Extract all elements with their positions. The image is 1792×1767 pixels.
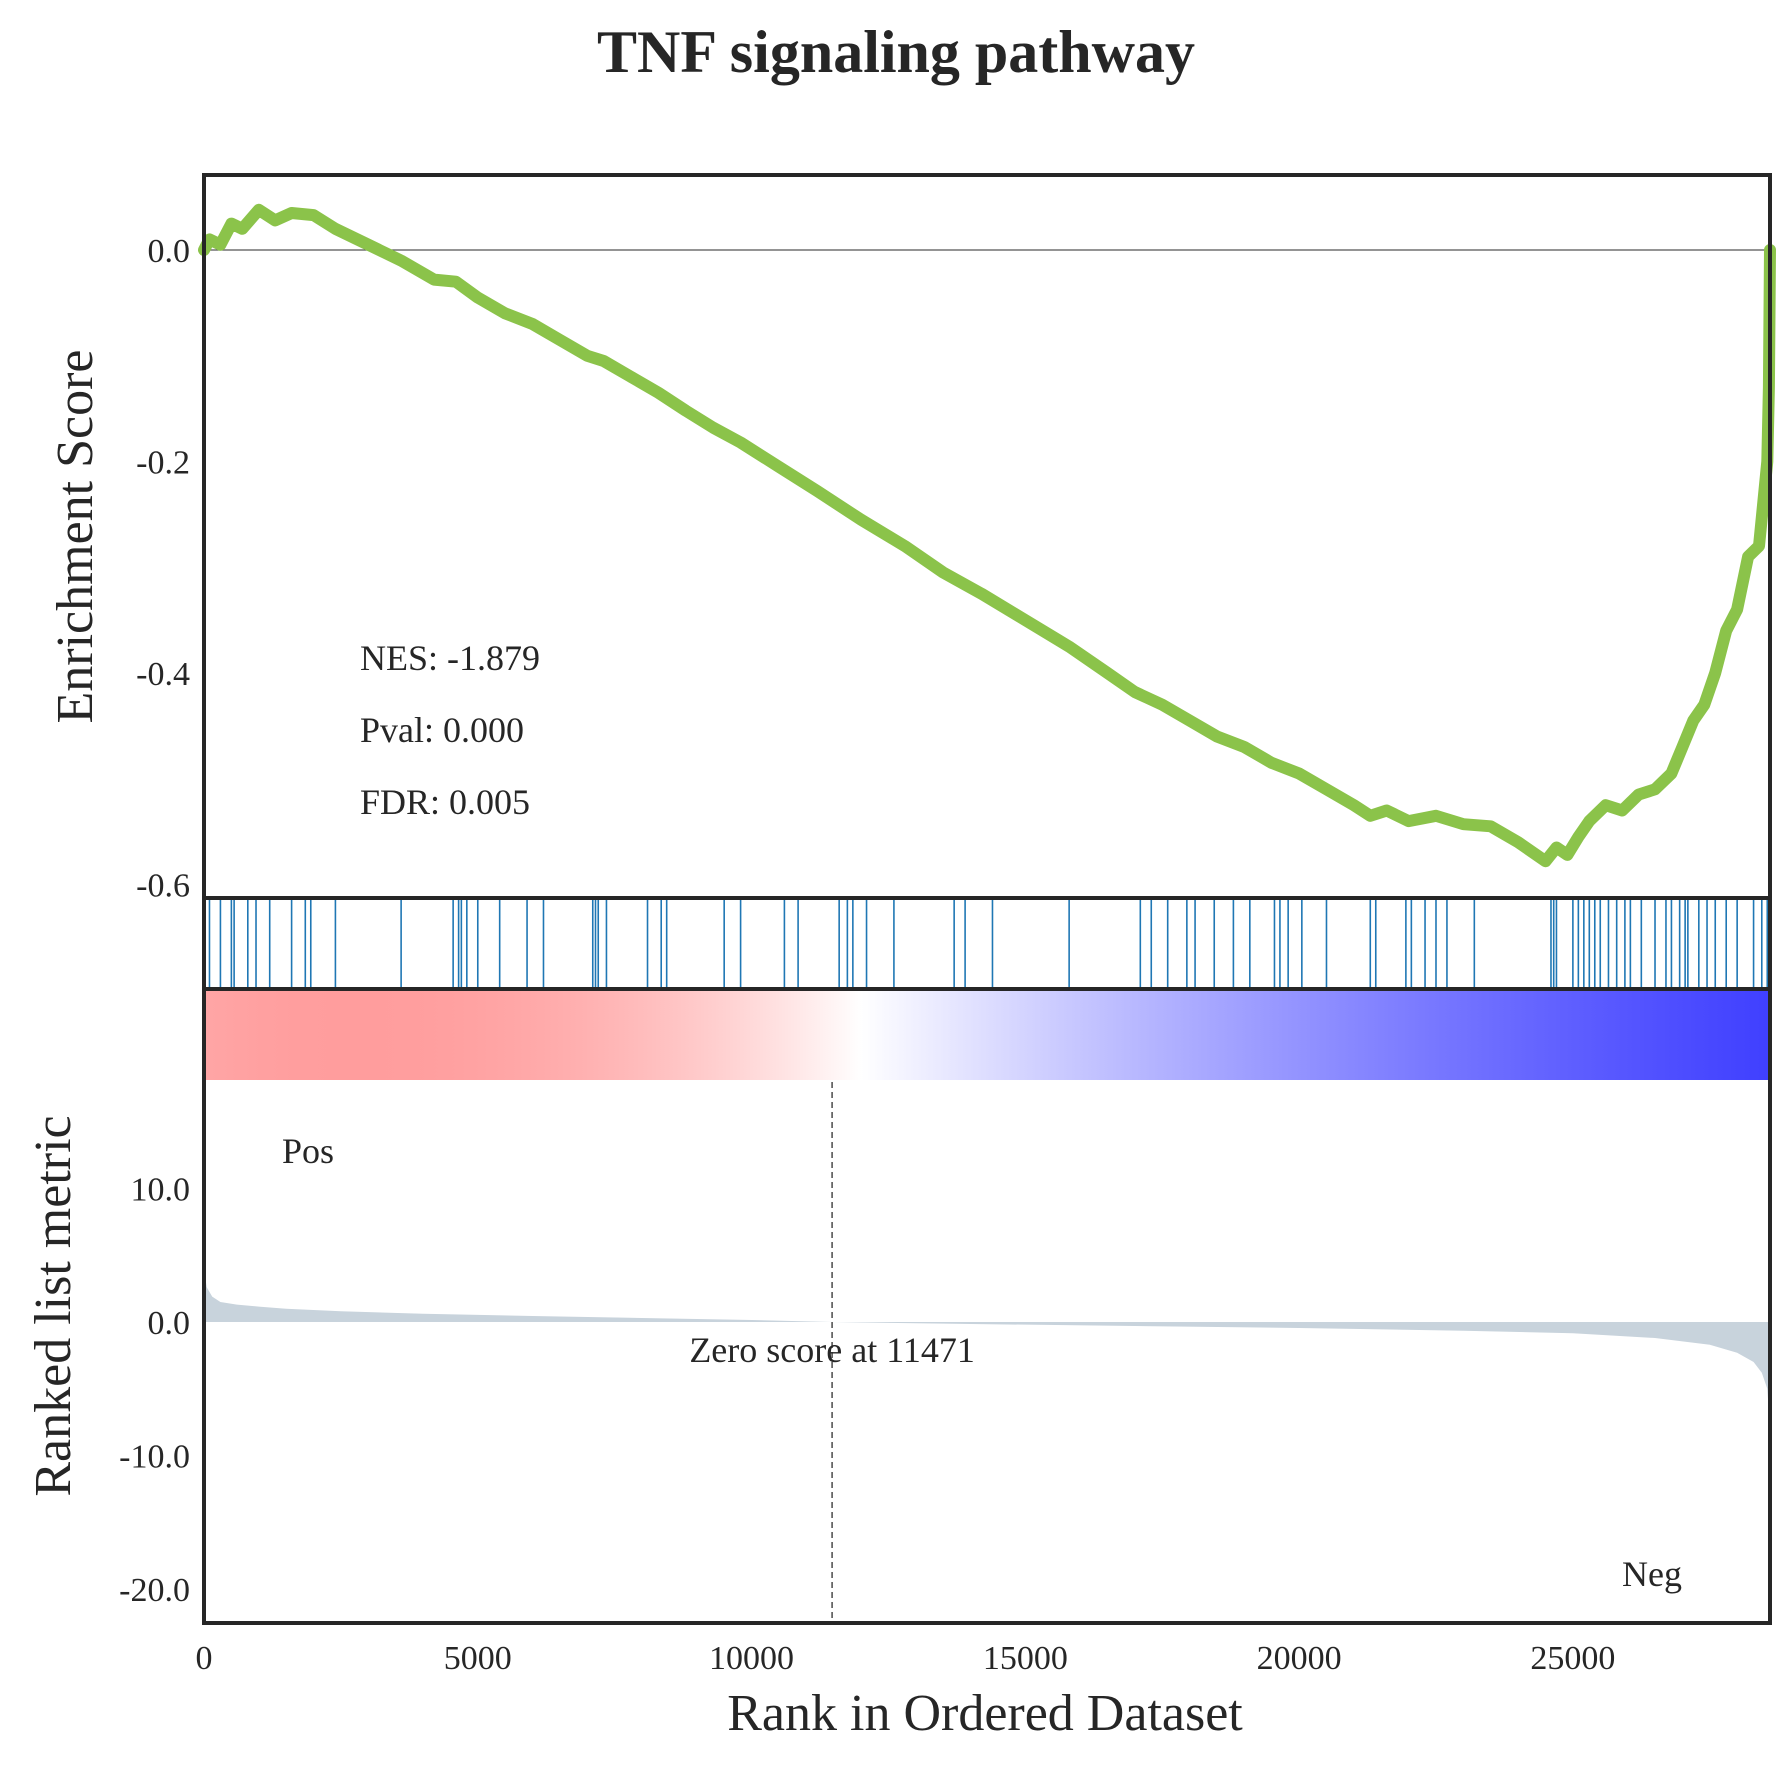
outer-frame [202, 173, 1772, 1625]
rank-y-tick-label: -10.0 [119, 1439, 190, 1476]
x-tick-label: 10000 [709, 1640, 794, 1677]
ranked-metric-frame [202, 987, 1772, 1625]
x-tick-label: 25000 [1530, 1640, 1615, 1677]
x-tick-label: 5000 [444, 1640, 512, 1677]
neg-label: Neg [1622, 1554, 1682, 1594]
hits-panel [202, 896, 1772, 991]
x-tick-label: 20000 [1257, 1640, 1342, 1677]
x-ticks: 0 5000 10000 15000 20000 25000 [196, 1640, 1616, 1677]
ranked-metric-area [204, 1268, 1770, 1429]
es-line [198, 203, 1776, 868]
es-y-tick-label: -0.4 [136, 656, 190, 693]
pval-annotation: Pval: 0.000 [360, 710, 524, 750]
x-tick-label: 15000 [983, 1640, 1068, 1677]
zero-score-label: Zero score at 11471 [689, 1330, 975, 1370]
rank-y-tick-label: 0.0 [148, 1305, 191, 1342]
pos-label: Pos [282, 1131, 334, 1171]
es-y-tick-label: -0.2 [136, 445, 190, 482]
rank-y-ticks: 10.0 0.0 -10.0 -20.0 [119, 1172, 190, 1610]
hits-panel-frame [202, 896, 1772, 991]
es-y-axis-label: Enrichment Score [47, 350, 104, 724]
rank-y-axis-label: Ranked list metric [25, 1115, 82, 1496]
hit-lines [204, 898, 1769, 989]
fdr-annotation: FDR: 0.005 [360, 782, 530, 822]
rank-gradient-bar [204, 991, 1770, 1080]
enrichment-score-panel: 0.0 -0.2 -0.4 -0.6 Enrichment Score NES: -1… [47, 173, 1776, 905]
nes-annotation: NES: -1.879 [360, 638, 540, 678]
x-axis-label: Rank in Ordered Dataset [727, 1685, 1243, 1742]
rank-y-tick-label: -20.0 [119, 1572, 190, 1609]
rank-y-tick-label: 10.0 [131, 1172, 191, 1209]
x-tick-label: 0 [196, 1640, 213, 1677]
es-y-ticks: 0.0 -0.2 -0.4 -0.6 [136, 233, 190, 905]
es-y-tick-label: -0.6 [136, 868, 190, 905]
es-y-tick-label: 0.0 [148, 233, 191, 270]
ranked-metric-panel: Zero score at 11471 Pos Neg 10.0 0.0 -10.0… [25, 987, 1772, 1742]
page-title: TNF signaling pathway [597, 19, 1195, 85]
